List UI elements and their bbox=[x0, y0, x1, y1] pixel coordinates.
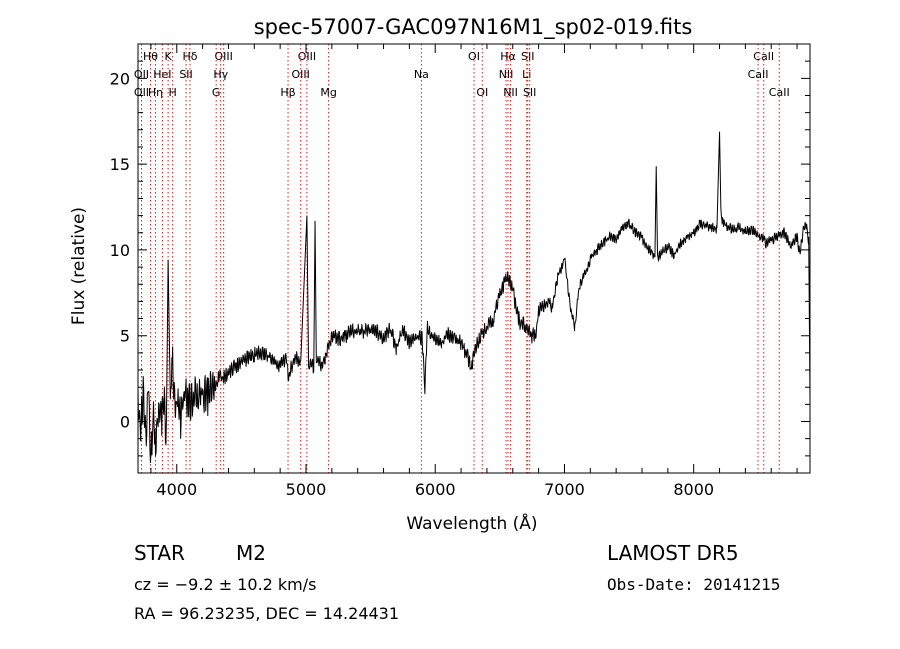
spectral-line-label: Hδ bbox=[182, 50, 197, 63]
spectral-line-label: CaII bbox=[748, 68, 769, 81]
spectral-line-label: Hγ bbox=[213, 68, 228, 81]
x-tick-label: 6000 bbox=[415, 480, 456, 499]
spectral-line-label: CaII bbox=[753, 50, 774, 63]
chart-title: spec-57007-GAC097N16M1_sp02-019.fits bbox=[254, 15, 693, 40]
spectral-line-label: SII bbox=[521, 50, 534, 63]
y-axis-ticks: 0 5 10 15 20 bbox=[110, 43, 810, 457]
info-panel: STAR M2 LAMOST DR5 cz = −9.2 ± 10.2 km/s… bbox=[134, 541, 780, 623]
y-tick-label: 15 bbox=[110, 155, 130, 174]
spectral-line-label: Hα bbox=[500, 50, 516, 63]
object-class: STAR bbox=[134, 541, 185, 565]
y-tick-label: 10 bbox=[110, 241, 130, 260]
x-tick-label: 5000 bbox=[286, 480, 327, 499]
x-tick-label: 4000 bbox=[156, 480, 197, 499]
spectral-line-label: G bbox=[212, 86, 221, 99]
coordinates: RA = 96.23235, DEC = 14.24431 bbox=[134, 604, 399, 623]
y-tick-label: 5 bbox=[120, 327, 130, 346]
x-tick-label: 8000 bbox=[673, 480, 714, 499]
spectral-line-label: HeI bbox=[153, 68, 171, 81]
y-tick-label: 20 bbox=[110, 69, 130, 88]
y-tick-label: 0 bbox=[120, 413, 130, 432]
spectral-line-label: Li bbox=[522, 68, 531, 81]
observation-date: Obs-Date: 20141215 bbox=[607, 575, 780, 594]
spectral-line-label: NII bbox=[503, 86, 518, 99]
spectral-line-label: OIII bbox=[298, 50, 316, 63]
spectral-line-label: OIII bbox=[292, 68, 310, 81]
spectral-line-label: K bbox=[165, 50, 173, 63]
spectral-line-label: H bbox=[168, 86, 176, 99]
spectral-line-label: Na bbox=[414, 68, 429, 81]
spectral-line-label: Hβ bbox=[280, 86, 295, 99]
survey-name: LAMOST DR5 bbox=[607, 541, 739, 565]
spectrum-line bbox=[137, 131, 811, 464]
spectral-line-label: Hθ bbox=[143, 50, 158, 63]
x-axis-label: Wavelength (Å) bbox=[406, 512, 537, 534]
object-subclass: M2 bbox=[236, 541, 266, 565]
spectral-line-label: OII bbox=[134, 68, 149, 81]
spectral-line-label: CaII bbox=[769, 86, 790, 99]
spectrum-series bbox=[137, 131, 811, 464]
x-tick-label: 7000 bbox=[544, 480, 585, 499]
y-axis-label: Flux (relative) bbox=[69, 207, 89, 325]
spectral-line-label: OIII bbox=[214, 50, 232, 63]
spectral-line-label: OII bbox=[134, 86, 149, 99]
spectral-line-label: SII bbox=[523, 86, 536, 99]
redshift-cz: cz = −9.2 ± 10.2 km/s bbox=[134, 575, 317, 594]
spectral-line-label: NII bbox=[499, 68, 514, 81]
spectral-line-label: SII bbox=[179, 68, 192, 81]
x-axis-ticks: 4000 5000 6000 7000 8000 bbox=[150, 44, 798, 499]
spectral-line-label: OI bbox=[468, 50, 480, 63]
plot-frame bbox=[137, 43, 811, 474]
spectral-line-label: Mg bbox=[320, 86, 336, 99]
spectral-line-label: OI bbox=[476, 86, 488, 99]
spectral-line-label: Hη bbox=[148, 86, 163, 99]
